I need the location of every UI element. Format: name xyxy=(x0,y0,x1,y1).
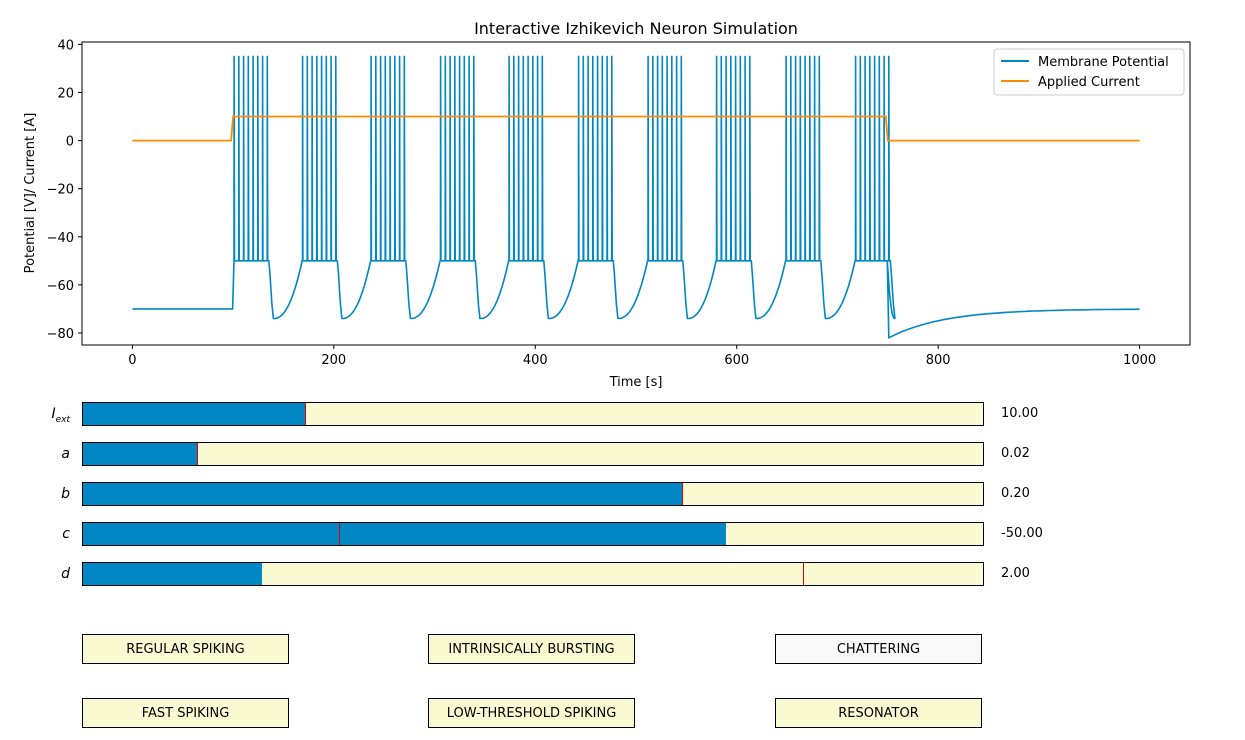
chart-title: Interactive Izhikevich Neuron Simulation xyxy=(474,19,798,38)
y-axis-ticks: −80 −60 −40 −20 0 20 40 xyxy=(47,38,82,342)
slider-label-subscript: ext xyxy=(55,414,70,425)
y-tick-label: 40 xyxy=(57,38,74,53)
resonator-button[interactable]: RESONATOR xyxy=(775,698,982,728)
y-tick-label: 20 xyxy=(57,87,74,102)
slider-iext[interactable] xyxy=(82,402,984,426)
series-layer xyxy=(132,55,1140,339)
plot-frame xyxy=(81,41,1191,346)
slider-value-c: -50.00 xyxy=(1001,526,1043,541)
y-tick-label: −80 xyxy=(47,327,74,342)
slider-a[interactable] xyxy=(82,442,984,466)
y-tick-label: −60 xyxy=(47,279,74,294)
legend: Membrane Potential Applied Current xyxy=(993,48,1185,96)
slider-label-d: d xyxy=(61,566,70,582)
slider-c[interactable] xyxy=(82,522,984,546)
slider-initial-marker xyxy=(197,443,199,465)
x-axis-label: Time [s] xyxy=(609,375,663,390)
slider-label-a: a xyxy=(61,446,70,462)
x-tick-label: 1000 xyxy=(1123,353,1156,368)
slider-value-d: 2.00 xyxy=(1001,566,1030,581)
legend-label-membrane: Membrane Potential xyxy=(1038,55,1169,70)
slider-value-a: 0.02 xyxy=(1001,446,1030,461)
slider-label-iext: Iext xyxy=(51,406,70,425)
series-line-applied-current xyxy=(132,115,1140,142)
x-tick-label: 0 xyxy=(128,353,136,368)
slider-value-b: 0.20 xyxy=(1001,486,1030,501)
slider-label-b: b xyxy=(61,486,70,502)
neuron-plot: Interactive Izhikevich Neuron Simulation… xyxy=(23,19,1191,390)
x-tick-label: 600 xyxy=(724,353,749,368)
slider-value-iext: 10.00 xyxy=(1001,406,1039,421)
legend-box xyxy=(993,48,1185,96)
intrinsically-bursting-button[interactable]: INTRINSICALLY BURSTING xyxy=(428,634,635,664)
slider-initial-marker xyxy=(305,403,307,425)
fast-spiking-button[interactable]: FAST SPIKING xyxy=(82,698,289,728)
y-tick-label: 0 xyxy=(66,135,74,150)
slider-fill[interactable] xyxy=(83,563,263,585)
x-axis-ticks: 0 200 400 600 800 1000 xyxy=(128,345,1156,368)
low-threshold-spiking-button[interactable]: LOW-THRESHOLD SPIKING xyxy=(428,698,635,728)
y-tick-label: −40 xyxy=(47,231,74,246)
x-tick-label: 200 xyxy=(321,353,346,368)
y-tick-label: −20 xyxy=(47,183,74,198)
slider-fill[interactable] xyxy=(83,483,683,505)
chattering-button[interactable]: CHATTERING xyxy=(775,634,982,664)
regular-spiking-button[interactable]: REGULAR SPIKING xyxy=(82,634,289,664)
slider-fill[interactable] xyxy=(83,403,306,425)
x-tick-label: 400 xyxy=(523,353,548,368)
slider-initial-marker xyxy=(682,483,684,505)
slider-fill[interactable] xyxy=(83,523,726,545)
slider-d[interactable] xyxy=(82,562,984,586)
slider-fill[interactable] xyxy=(83,443,198,465)
y-axis-label: Potential [V]/ Current [A] xyxy=(23,113,38,274)
slider-initial-marker xyxy=(338,523,340,545)
series-line-membrane-potential xyxy=(132,55,1140,339)
slider-b[interactable] xyxy=(82,482,984,506)
legend-label-current: Applied Current xyxy=(1038,75,1140,90)
slider-initial-marker xyxy=(803,563,804,585)
slider-label-c: c xyxy=(62,526,70,542)
x-tick-label: 800 xyxy=(926,353,951,368)
